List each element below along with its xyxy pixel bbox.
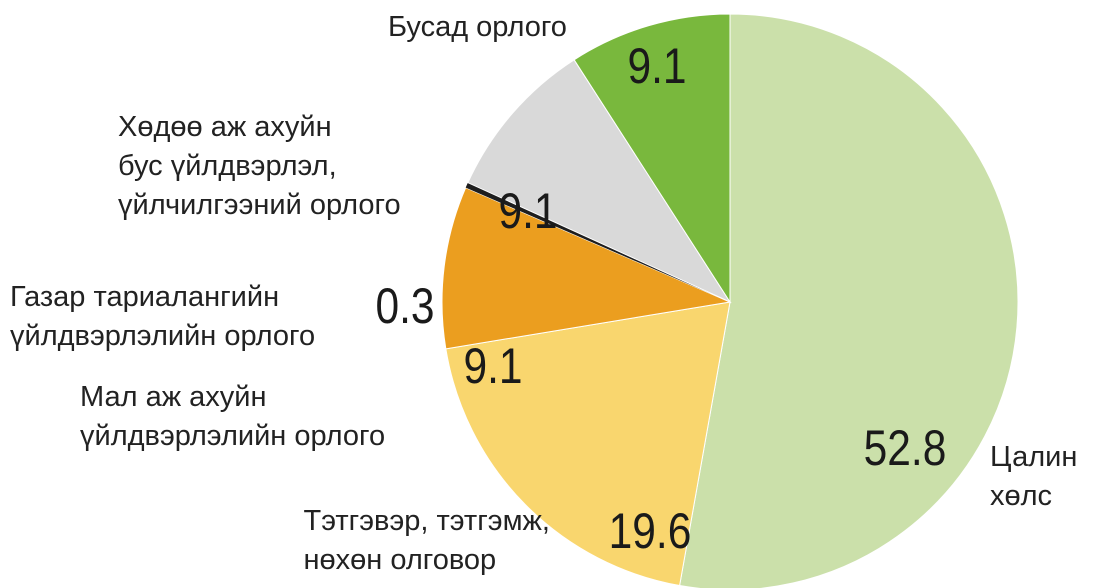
- pie-slice: [467, 59, 732, 304]
- category-label: Бусад орлого: [388, 11, 567, 43]
- pie-slice: [445, 301, 731, 587]
- pie-slice: [679, 13, 1019, 588]
- pie-slice: [573, 13, 731, 304]
- value-label: 0.3: [375, 278, 434, 334]
- category-label: Мал аж ахуйн үйлдвэрлэлийн орлого: [80, 381, 386, 452]
- value-label: 9.1: [498, 183, 557, 239]
- category-label: Цалин хөлс: [990, 441, 1078, 512]
- value-label: 19.6: [609, 503, 692, 559]
- value-label: 9.1: [463, 338, 522, 394]
- value-label: 9.1: [627, 38, 686, 94]
- value-label: 52.8: [864, 420, 947, 476]
- category-label: Хөдөө аж ахуйн бус үйлдвэрлэл, үйлчилгээ…: [118, 111, 401, 221]
- pie-slice: [441, 186, 732, 350]
- category-label: Тэтгэвэр, тэтгэмж, нөхөн олговор: [303, 505, 550, 576]
- category-label: Газар тариалангийн үйлдвэрлэлийн орлого: [10, 281, 316, 352]
